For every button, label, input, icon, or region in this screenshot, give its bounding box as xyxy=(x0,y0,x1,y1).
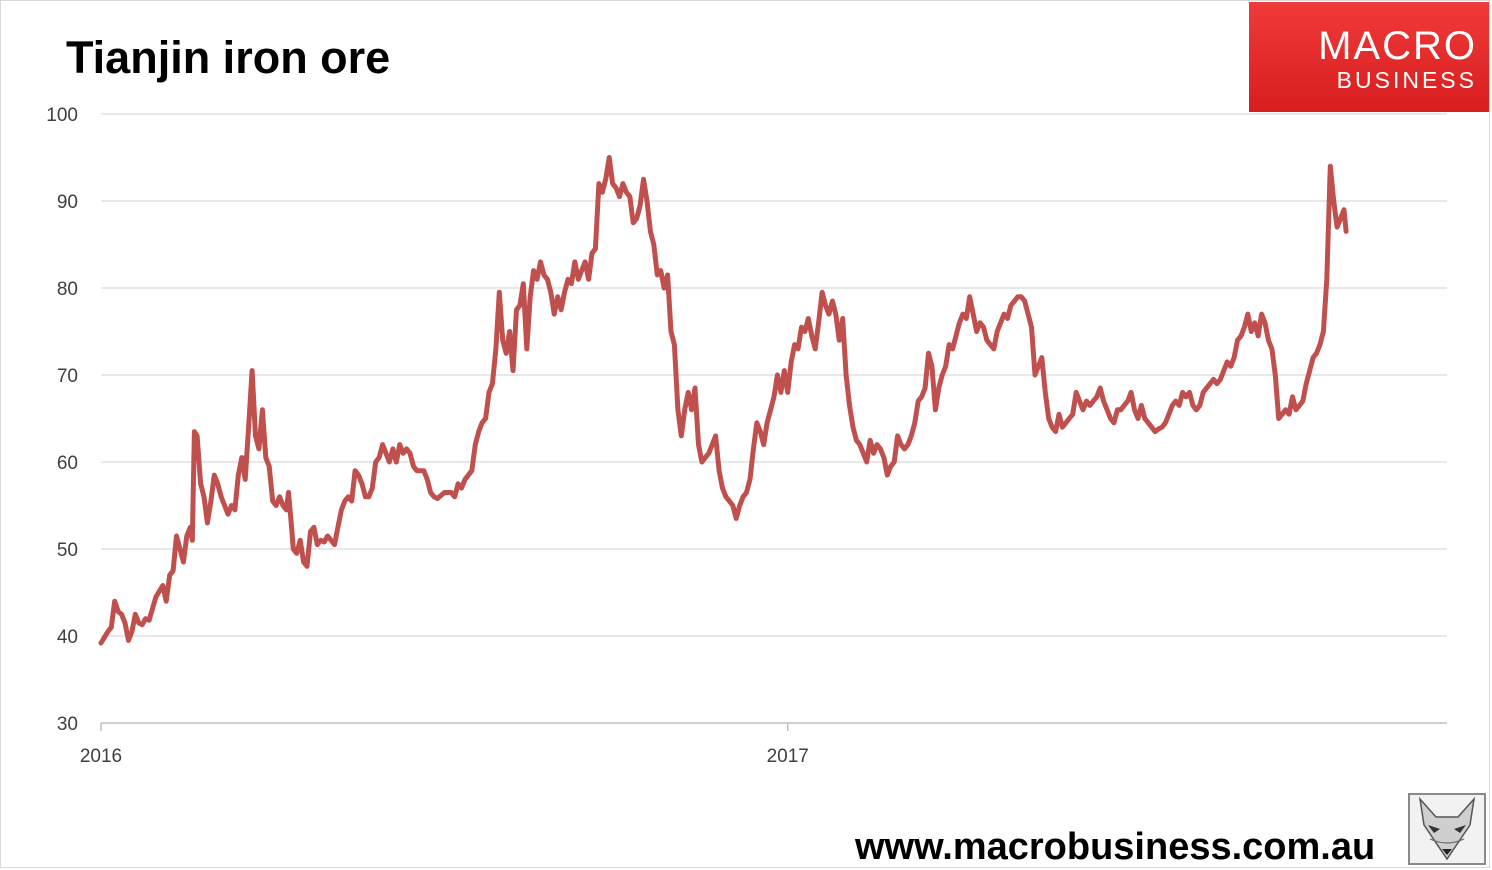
y-tick-label: 30 xyxy=(57,714,78,735)
y-tick-label: 80 xyxy=(57,279,78,300)
x-axis: 2016 2017 xyxy=(80,723,809,767)
iron-ore-price-line xyxy=(98,155,1349,646)
logo-line-2: BUSINESS xyxy=(1336,67,1477,93)
y-tick-label: 50 xyxy=(57,540,78,561)
gridlines xyxy=(101,113,1447,724)
y-tick-label: 40 xyxy=(57,627,78,648)
y-axis-ticks: 30 40 50 60 70 80 90 100 xyxy=(46,105,78,735)
y-tick-label: 70 xyxy=(57,366,78,387)
website-url: www.macrobusiness.com.au xyxy=(855,826,1376,868)
y-tick-label: 90 xyxy=(57,192,78,213)
fox-icon xyxy=(1408,793,1486,865)
x-tick-label: 2017 xyxy=(767,746,809,767)
y-tick-label: 60 xyxy=(57,453,78,474)
macrobusiness-logo: MACRO BUSINESS xyxy=(1249,2,1489,112)
y-tick-label: 100 xyxy=(46,105,78,126)
logo-line-1: MACRO xyxy=(1318,24,1477,68)
chart-title: Tianjin iron ore xyxy=(66,32,391,83)
x-tick-label: 2016 xyxy=(80,746,122,767)
